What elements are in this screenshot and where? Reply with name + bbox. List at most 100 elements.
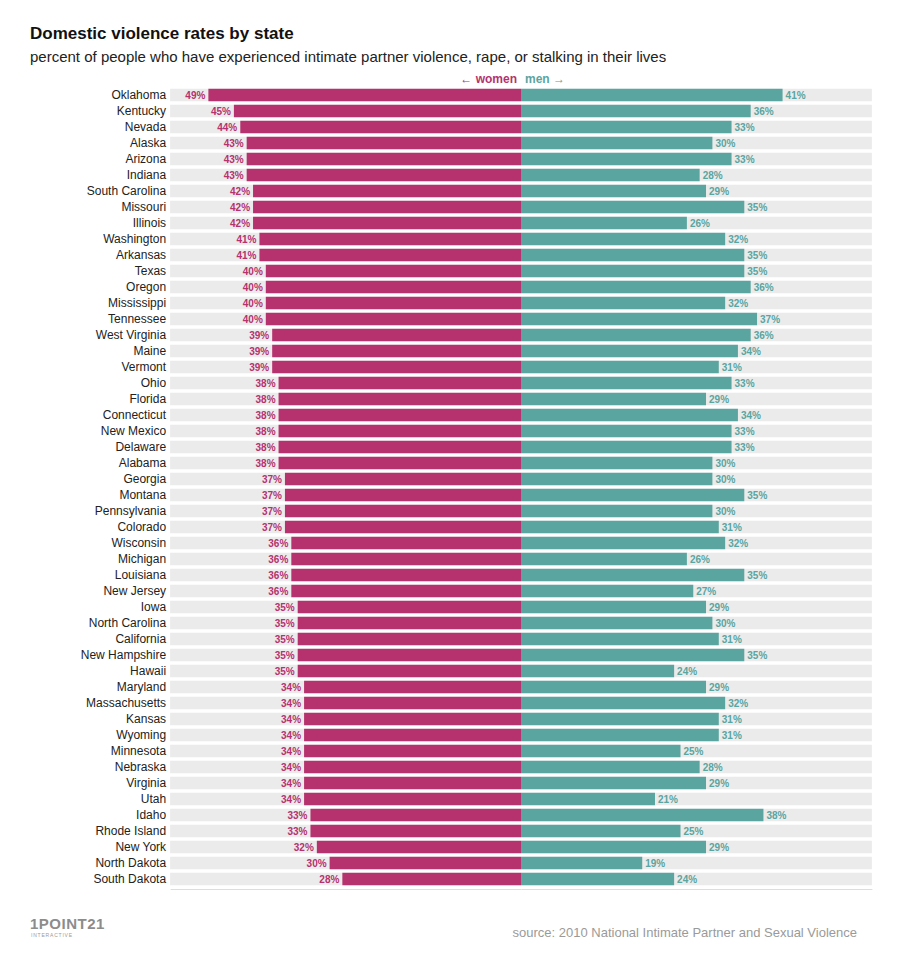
bar — [285, 505, 521, 517]
data-label: 26% — [690, 218, 710, 229]
tick-label: South Carolina — [87, 184, 167, 198]
bar — [304, 777, 521, 789]
data-label: 39% — [249, 362, 269, 373]
track — [170, 233, 872, 245]
bar — [521, 841, 706, 853]
title: Domestic violence rates by state — [30, 24, 294, 43]
tick: Hawaii — [130, 664, 166, 678]
track — [170, 553, 872, 565]
bar — [285, 489, 521, 501]
data-label: 45% — [211, 106, 231, 117]
data-label: 36% — [268, 554, 288, 565]
bar — [291, 569, 521, 581]
data-label: 34% — [281, 730, 301, 741]
tick-label: Alabama — [119, 456, 167, 470]
tick: Delaware — [115, 440, 166, 454]
data-label: 31% — [722, 634, 742, 645]
bar — [247, 137, 521, 149]
data-label: 38% — [766, 810, 786, 821]
bar — [521, 633, 719, 645]
bar — [521, 521, 719, 533]
tick: Georgia — [123, 472, 166, 486]
tick: Alabama — [119, 456, 167, 470]
bar — [521, 105, 751, 117]
bar — [521, 361, 719, 373]
data-label: 30% — [715, 458, 735, 469]
data-label: 32% — [294, 842, 314, 853]
data-label: 41% — [236, 234, 256, 245]
track — [170, 633, 872, 645]
bar — [291, 537, 521, 549]
data-label: 36% — [268, 570, 288, 581]
bar — [310, 809, 521, 821]
data-label: 26% — [690, 554, 710, 565]
track — [170, 185, 872, 197]
bar — [521, 713, 719, 725]
tick: Kentucky — [117, 104, 166, 118]
data-label: 28% — [703, 170, 723, 181]
bar — [304, 745, 521, 757]
bar — [279, 441, 521, 453]
track — [170, 521, 872, 533]
bar — [317, 841, 521, 853]
bar — [521, 569, 744, 581]
track — [170, 729, 872, 741]
bar — [285, 521, 521, 533]
bar — [521, 617, 712, 629]
tick-label: Idaho — [136, 808, 166, 822]
track — [170, 425, 872, 437]
track — [170, 489, 872, 501]
data-label: 34% — [281, 778, 301, 789]
tick: Idaho — [136, 808, 166, 822]
bar — [521, 313, 757, 325]
bar — [259, 249, 521, 261]
data-label: 30% — [715, 618, 735, 629]
credit-sub: INTERACTIVE — [31, 932, 73, 938]
bar — [253, 185, 521, 197]
tick-label: Alaska — [130, 136, 166, 150]
data-label: 29% — [709, 394, 729, 405]
plot-area — [208, 89, 782, 885]
tick: Connecticut — [103, 408, 167, 422]
source: source: 2010 National Intimate Partner a… — [513, 925, 857, 940]
data-label: 33% — [287, 810, 307, 821]
bar — [304, 729, 521, 741]
bar — [521, 825, 681, 837]
legend-entry: men → — [525, 72, 565, 86]
data-label: 31% — [722, 522, 742, 533]
data-label: 35% — [747, 266, 767, 277]
track — [170, 585, 872, 597]
bar — [521, 649, 744, 661]
bar — [330, 857, 521, 869]
data-label: 34% — [281, 714, 301, 725]
x-axis — [171, 889, 522, 890]
data-label: 39% — [249, 346, 269, 357]
tick-label: Ohio — [141, 376, 167, 390]
track — [170, 761, 872, 773]
tick: Missouri — [121, 200, 166, 214]
track — [170, 345, 872, 357]
bar — [521, 425, 732, 437]
data-label: 32% — [728, 538, 748, 549]
track — [170, 89, 872, 101]
data-label: 29% — [709, 602, 729, 613]
data-label: 36% — [268, 538, 288, 549]
data-label: 35% — [275, 602, 295, 613]
axis-line — [522, 889, 873, 890]
data-label: 28% — [319, 874, 339, 885]
bar — [521, 137, 712, 149]
track — [170, 649, 872, 661]
data-label: 34% — [281, 746, 301, 757]
data-label: 42% — [230, 218, 250, 229]
data-label: 29% — [709, 842, 729, 853]
tick: Arizona — [125, 152, 166, 166]
track — [170, 153, 872, 165]
tick: Illinois — [133, 216, 166, 230]
bar — [298, 617, 521, 629]
tick: North Carolina — [89, 616, 167, 630]
bar — [240, 121, 521, 133]
data-label: 30% — [715, 506, 735, 517]
tick: New Jersey — [103, 584, 166, 598]
bar — [521, 345, 738, 357]
bar — [521, 537, 725, 549]
